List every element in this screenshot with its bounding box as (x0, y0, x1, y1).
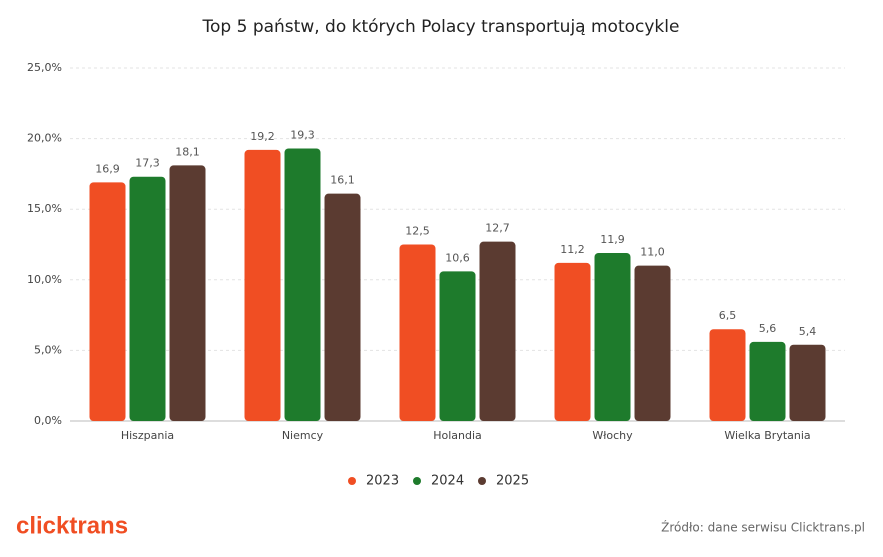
bar (709, 329, 746, 421)
x-tick-label: Niemcy (282, 429, 324, 442)
y-tick-label: 15,0% (27, 202, 62, 215)
legend-label: 2023 (366, 474, 399, 489)
logo: clicktrans (16, 512, 128, 539)
value-label: 16,9 (95, 162, 120, 175)
legend-marker (478, 477, 486, 485)
bar (324, 193, 361, 421)
value-label: 11,0 (640, 246, 665, 259)
legend-label: 2025 (496, 474, 529, 489)
bar (399, 244, 436, 421)
value-label: 5,4 (799, 325, 817, 338)
x-tick-label: Holandia (433, 429, 482, 442)
value-label: 11,2 (560, 243, 585, 256)
value-label: 18,1 (175, 145, 200, 158)
x-tick-label: Włochy (592, 429, 633, 442)
chart-title: Top 5 państw, do których Polacy transpor… (202, 17, 680, 37)
bar (479, 241, 516, 421)
value-label: 19,2 (250, 130, 275, 143)
bar (634, 265, 671, 421)
legend-marker (348, 477, 356, 485)
legend-label: 2024 (431, 474, 464, 489)
bar (789, 344, 826, 421)
x-tick-label: Hiszpania (121, 429, 174, 442)
bar (169, 165, 206, 421)
value-label: 10,6 (445, 251, 470, 264)
bar (439, 271, 476, 421)
value-label: 5,6 (759, 322, 777, 335)
bar (594, 252, 631, 421)
value-label: 16,1 (330, 174, 355, 187)
value-label: 12,7 (485, 222, 510, 235)
value-label: 12,5 (405, 225, 430, 238)
value-label: 17,3 (135, 157, 160, 170)
source: Źródło: dane serwisu Clicktrans.pl (661, 520, 865, 535)
bar (554, 262, 591, 421)
bar (129, 176, 166, 421)
legend-marker (413, 477, 421, 485)
y-tick-label: 5,0% (34, 343, 62, 356)
value-label: 19,3 (290, 128, 315, 141)
bar (89, 182, 126, 421)
bar (749, 341, 786, 421)
y-tick-label: 10,0% (27, 273, 62, 286)
value-label: 11,9 (600, 233, 625, 246)
y-tick-label: 25,0% (27, 61, 62, 74)
bar (284, 148, 321, 421)
y-tick-label: 20,0% (27, 132, 62, 145)
value-label: 6,5 (719, 309, 737, 322)
x-tick-label: Wielka Brytania (724, 429, 810, 442)
y-tick-label: 0,0% (34, 414, 62, 427)
bar (244, 149, 281, 421)
